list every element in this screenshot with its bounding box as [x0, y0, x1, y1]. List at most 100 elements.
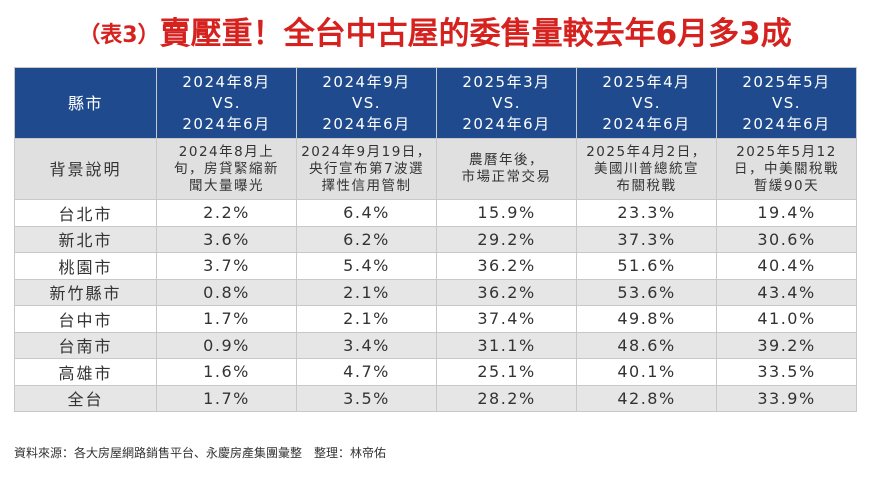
description-line: 美國川普總統宣 [594, 160, 699, 177]
column-header-city: 縣市 [14, 67, 157, 139]
description-row: 背景說明 2024年8月上 旬，房貸緊縮新 聞大量曝光 2024年9月19日， … [14, 138, 857, 200]
value-cell: 3.6% [156, 225, 297, 253]
value-cell: 2.1% [296, 305, 437, 333]
table-row: 桃園市 3.7% 5.4% 36.2% 51.6% 40.4% [14, 252, 857, 280]
data-table: 縣市 2024年8月 VS. 2024年6月 2024年9月 VS. 2024年… [14, 67, 857, 412]
description-cell: 2024年8月上 旬，房貸緊縮新 聞大量曝光 [156, 138, 297, 200]
description-cell: 2025年5月12 日，中美關稅戰 暫緩90天 [716, 138, 857, 200]
source-note: 資料來源：各大房屋網路銷售平台、永慶房產集團彙整 整理：林帝佑 [14, 446, 387, 460]
city-cell: 台南市 [14, 331, 157, 359]
value-cell: 36.2% [436, 252, 577, 280]
value-cell: 4.7% [296, 358, 437, 386]
header-line: VS. [351, 93, 382, 112]
value-cell: 0.8% [156, 278, 297, 306]
table-row: 台中市 1.7% 2.1% 37.4% 49.8% 41.0% [14, 305, 857, 333]
value-cell: 6.4% [296, 199, 437, 227]
header-line: 2024年8月 [182, 72, 271, 91]
city-cell: 台北市 [14, 199, 157, 227]
header-row: 縣市 2024年8月 VS. 2024年6月 2024年9月 VS. 2024年… [14, 67, 857, 139]
value-cell: 30.6% [716, 225, 857, 253]
value-cell: 51.6% [576, 252, 717, 280]
column-header: 2024年9月 VS. 2024年6月 [296, 67, 437, 139]
value-cell: 42.8% [576, 384, 717, 412]
value-cell: 37.4% [436, 305, 577, 333]
value-cell: 2.2% [156, 199, 297, 227]
description-line: 央行宣布第7波選 [308, 160, 425, 177]
value-cell: 25.1% [436, 358, 577, 386]
value-cell: 15.9% [436, 199, 577, 227]
value-cell: 53.6% [576, 278, 717, 306]
value-cell: 29.2% [436, 225, 577, 253]
value-cell: 40.4% [716, 252, 857, 280]
description-row-label: 背景說明 [14, 138, 157, 200]
description-line: 旬，房貸緊縮新 [174, 160, 279, 177]
header-line: VS. [771, 93, 802, 112]
description-line: 布關稅戰 [616, 177, 677, 194]
value-cell: 3.7% [156, 252, 297, 280]
city-cell: 高雄市 [14, 358, 157, 386]
value-cell: 1.7% [156, 384, 297, 412]
column-header: 2025年4月 VS. 2024年6月 [576, 67, 717, 139]
header-line: 2025年4月 [602, 72, 691, 91]
column-header: 2025年5月 VS. 2024年6月 [716, 67, 857, 139]
value-cell: 3.4% [296, 331, 437, 359]
header-line: 2025年3月 [462, 72, 551, 91]
header-line: 2024年6月 [742, 114, 831, 133]
description-line: 農曆年後， [469, 152, 544, 168]
header-line: 2024年9月 [322, 72, 411, 91]
value-cell: 33.9% [716, 384, 857, 412]
city-cell: 桃園市 [14, 252, 157, 280]
description-cell: 2024年9月19日， 央行宣布第7波選 擇性信用管制 [296, 138, 437, 200]
description-line: 日，中美關稅戰 [734, 160, 839, 177]
table-row: 台南市 0.9% 3.4% 31.1% 48.6% 39.2% [14, 331, 857, 359]
description-cell: 2025年4月2日， 美國川普總統宣 布關稅戰 [576, 138, 717, 200]
page-title: （表3）賣壓重！全台中古屋的委售量較去年6月多3成 [0, 8, 870, 53]
header-line: VS. [631, 93, 662, 112]
value-cell: 39.2% [716, 331, 857, 359]
value-cell: 5.4% [296, 252, 437, 280]
table-row: 台北市 2.2% 6.4% 15.9% 23.3% 19.4% [14, 199, 857, 227]
description-cell: 農曆年後， 市場正常交易 [436, 138, 577, 200]
value-cell: 36.2% [436, 278, 577, 306]
value-cell: 41.0% [716, 305, 857, 333]
value-cell: 3.5% [296, 384, 437, 412]
description-line: 2025年5月12 [736, 143, 837, 160]
value-cell: 6.2% [296, 225, 437, 253]
value-cell: 37.3% [576, 225, 717, 253]
table-number-tag: （表3） [78, 23, 160, 48]
description-line: 擇性信用管制 [321, 177, 412, 194]
city-cell: 台中市 [14, 305, 157, 333]
value-cell: 43.4% [716, 278, 857, 306]
city-cell: 新竹縣市 [14, 278, 157, 306]
headline: 賣壓重！全台中古屋的委售量較去年6月多3成 [159, 16, 792, 52]
description-line: 2024年9月19日， [301, 143, 432, 160]
table-row: 高雄市 1.6% 4.7% 25.1% 40.1% 33.5% [14, 358, 857, 386]
value-cell: 40.1% [576, 358, 717, 386]
description-line: 聞大量曝光 [189, 177, 264, 194]
header-line: 2024年6月 [602, 114, 691, 133]
value-cell: 33.5% [716, 358, 857, 386]
value-cell: 1.7% [156, 305, 297, 333]
value-cell: 48.6% [576, 331, 717, 359]
value-cell: 2.1% [296, 278, 437, 306]
header-line: 2024年6月 [322, 114, 411, 133]
value-cell: 49.8% [576, 305, 717, 333]
table-row-total: 全台 1.7% 3.5% 28.2% 42.8% 33.9% [14, 384, 857, 412]
header-line: 2024年6月 [462, 114, 551, 133]
city-cell: 全台 [14, 384, 157, 412]
value-cell: 0.9% [156, 331, 297, 359]
value-cell: 23.3% [576, 199, 717, 227]
value-cell: 19.4% [716, 199, 857, 227]
header-line: VS. [211, 93, 242, 112]
header-line: 2025年5月 [742, 72, 831, 91]
column-header: 2025年3月 VS. 2024年6月 [436, 67, 577, 139]
table-row: 新北市 3.6% 6.2% 29.2% 37.3% 30.6% [14, 225, 857, 253]
description-line: 市場正常交易 [461, 169, 552, 185]
description-line: 2024年8月上 [178, 143, 275, 160]
description-line: 暫緩90天 [753, 177, 820, 194]
table-row: 新竹縣市 0.8% 2.1% 36.2% 53.6% 43.4% [14, 278, 857, 306]
header-line: 2024年6月 [182, 114, 271, 133]
column-header: 2024年8月 VS. 2024年6月 [156, 67, 297, 139]
value-cell: 1.6% [156, 358, 297, 386]
city-cell: 新北市 [14, 225, 157, 253]
